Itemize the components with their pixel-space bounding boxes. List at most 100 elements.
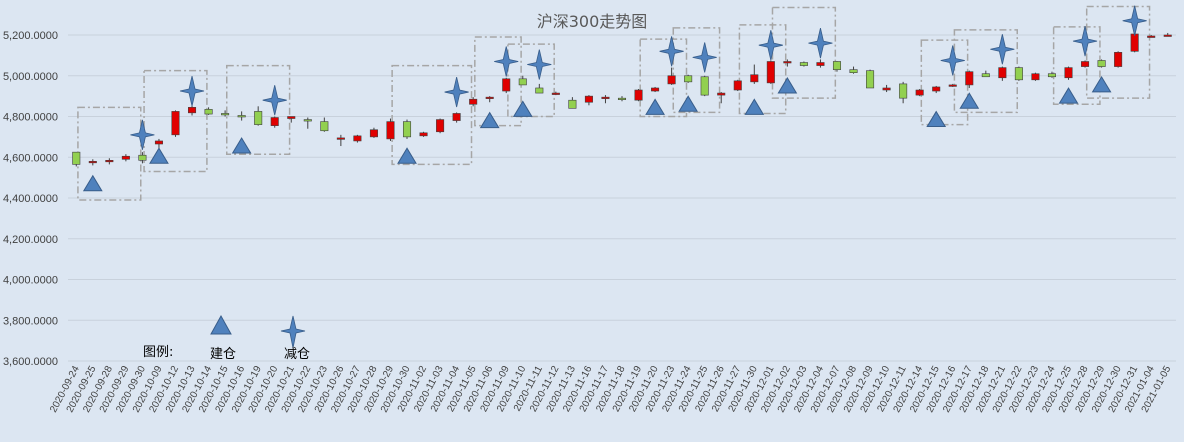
reduce-marker-star (444, 76, 469, 108)
candle-body (948, 84, 957, 87)
legend-label-build: 建仓 (210, 347, 236, 362)
signal-box (1052, 26, 1101, 106)
signal-box (672, 27, 721, 114)
candle-body (651, 87, 660, 92)
y-tick-label: 4,200.0000 (3, 234, 58, 246)
candle-body (667, 75, 676, 85)
candle-body (766, 61, 775, 84)
build-marker-triangle (397, 147, 417, 164)
reduce-marker-star (990, 34, 1015, 65)
candle-body (336, 137, 345, 140)
y-tick-label: 3,800.0000 (3, 315, 58, 327)
candle-body (733, 80, 742, 91)
legend-label-reduce: 减仓 (284, 347, 310, 362)
candle-body (799, 62, 808, 66)
candle-body (237, 115, 246, 118)
build-marker-triangle (82, 174, 103, 192)
candle-body (750, 74, 759, 83)
chart-title: 沪深300走势图 (537, 12, 648, 31)
candle-body (1163, 34, 1172, 37)
candle-body (1064, 67, 1073, 79)
y-tick-label: 5,200.0000 (3, 30, 58, 42)
build-marker-triangle (678, 95, 699, 112)
candle-body (849, 69, 858, 73)
y-tick-label: 4,400.0000 (3, 193, 58, 205)
candle-body (1047, 73, 1056, 78)
legend-title: 图例: (143, 345, 173, 360)
candle-body (88, 161, 97, 164)
build-marker-triangle (1058, 87, 1079, 104)
signal-box (391, 64, 473, 166)
candle-body (965, 71, 974, 86)
candle-body (121, 155, 130, 160)
candle-body (783, 61, 792, 64)
candle-body (601, 96, 610, 99)
candle-body (932, 86, 941, 92)
candle-body (188, 107, 197, 114)
candle-body (816, 62, 825, 66)
candle-body (171, 111, 180, 136)
candle-body (369, 129, 378, 138)
candles (72, 32, 1172, 167)
build-marker-triangle (149, 147, 169, 164)
signal-box (143, 69, 208, 173)
candle-body (254, 111, 263, 125)
signal-box (771, 6, 837, 99)
candle-body (1147, 35, 1156, 38)
reduce-marker-star (758, 30, 783, 61)
build-marker-triangle (479, 111, 500, 129)
signal-box (1085, 5, 1151, 99)
candle-body (634, 89, 643, 101)
candle-body (832, 61, 842, 70)
trade-markers (82, 5, 1147, 192)
candle-body (270, 117, 279, 126)
candle-body (998, 67, 1007, 79)
candle-body (72, 151, 81, 165)
y-axis: 3,600.0000 3,800.0000 4,000.0000 4,200.0000… (3, 30, 58, 368)
candle-body (320, 121, 329, 132)
candle-body (1031, 73, 1040, 81)
candle-body (1097, 60, 1106, 67)
y-tick-label: 4,600.0000 (3, 152, 58, 164)
star-icon (280, 315, 306, 349)
build-marker-triangle (231, 137, 252, 154)
candle-body (105, 160, 114, 163)
reduce-marker-star (262, 85, 287, 116)
reduce-marker-star (1122, 5, 1147, 36)
x-axis: 2020-09-242020-09-252020-09-282020-09-29… (48, 364, 1173, 415)
build-marker-triangle (926, 110, 947, 128)
reduce-marker-star (1072, 26, 1098, 57)
candle-body (469, 98, 478, 105)
signal-box (77, 106, 142, 201)
candle-body (452, 113, 461, 121)
candle-body (617, 97, 627, 100)
candle-body (981, 73, 990, 78)
candle-body (717, 92, 726, 96)
build-marker-triangle (1091, 75, 1112, 93)
y-tick-label: 5,000.0000 (3, 71, 58, 83)
signal-box (507, 43, 555, 118)
candle-body (535, 87, 544, 94)
signal-box (738, 24, 787, 115)
grid-lines (68, 34, 1176, 362)
candle-body (204, 109, 213, 115)
build-marker-triangle (744, 98, 765, 115)
triangle-icon (210, 314, 232, 335)
signal-box (226, 64, 291, 155)
reduce-marker-star (494, 46, 519, 77)
reduce-marker-star (808, 28, 833, 59)
candle-body (899, 83, 908, 99)
candle-body (485, 96, 494, 99)
candle-body (436, 119, 445, 133)
reduce-marker-star (130, 119, 155, 150)
candle-body (584, 95, 593, 103)
candle-body (386, 121, 395, 140)
candle-body (419, 132, 428, 137)
build-marker-triangle (512, 100, 533, 117)
legend: 图例: 建仓 减仓 (143, 314, 310, 362)
reduce-marker-star (940, 45, 965, 76)
build-marker-triangle (959, 92, 980, 109)
signal-box (474, 36, 522, 127)
candle-body (502, 78, 511, 92)
candle-body (518, 78, 527, 86)
